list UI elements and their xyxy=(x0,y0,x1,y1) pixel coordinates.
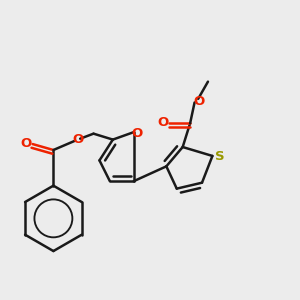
Text: O: O xyxy=(193,95,204,108)
Text: O: O xyxy=(72,133,84,146)
Text: O: O xyxy=(20,137,32,150)
Text: O: O xyxy=(131,127,142,140)
Text: O: O xyxy=(157,116,168,129)
Text: S: S xyxy=(215,150,225,163)
